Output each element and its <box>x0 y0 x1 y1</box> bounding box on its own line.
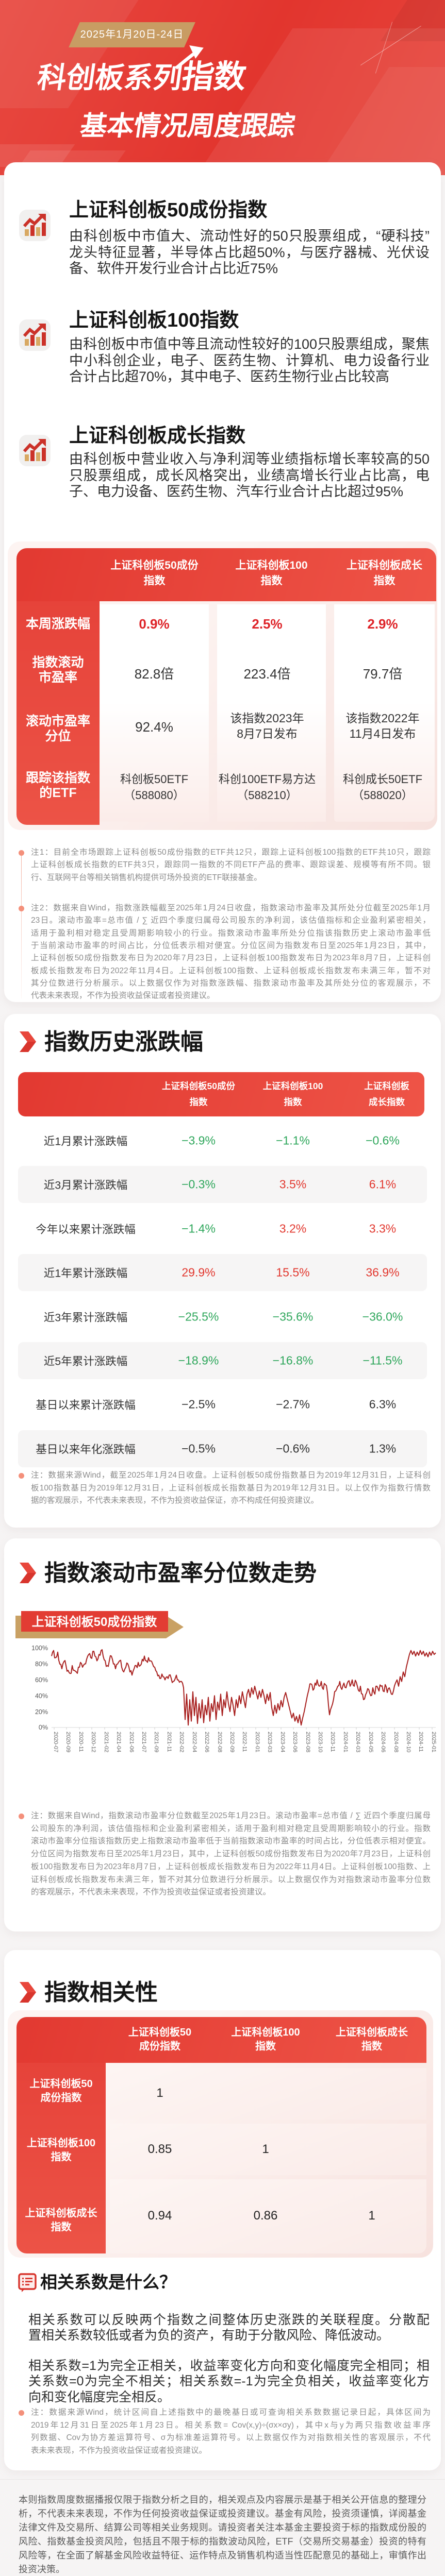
svg-text:2020-11: 2020-11 <box>78 1732 84 1752</box>
svg-text:80%: 80% <box>35 1660 48 1668</box>
svg-text:2024-06: 2024-06 <box>380 1732 386 1752</box>
svg-text:2023-06: 2023-06 <box>292 1732 298 1752</box>
svg-text:20%: 20% <box>35 1708 48 1716</box>
svg-text:2022-09: 2022-09 <box>229 1732 235 1752</box>
svg-text:2022-04: 2022-04 <box>191 1732 197 1752</box>
svg-text:2023-11: 2023-11 <box>329 1732 336 1752</box>
svg-text:2021-07: 2021-07 <box>141 1732 147 1752</box>
svg-text:2022-06: 2022-06 <box>204 1732 210 1752</box>
svg-text:2021-02: 2021-02 <box>103 1732 109 1752</box>
svg-text:2021-04: 2021-04 <box>116 1732 122 1752</box>
svg-text:2021-11: 2021-11 <box>166 1732 172 1752</box>
svg-text:2024-08: 2024-08 <box>393 1732 399 1752</box>
svg-text:2023-08: 2023-08 <box>305 1732 311 1752</box>
svg-text:40%: 40% <box>35 1692 48 1700</box>
svg-text:2024-11: 2024-11 <box>418 1732 424 1752</box>
svg-text:2024-03: 2024-03 <box>355 1732 361 1752</box>
svg-text:2024-05: 2024-05 <box>368 1732 374 1752</box>
svg-text:2023-10: 2023-10 <box>317 1732 323 1752</box>
svg-text:2022-11: 2022-11 <box>241 1732 248 1752</box>
svg-text:2020-12: 2020-12 <box>90 1732 96 1752</box>
svg-text:2023-03: 2023-03 <box>267 1732 273 1752</box>
svg-text:2020-09: 2020-09 <box>65 1732 71 1752</box>
svg-text:2025-01: 2025-01 <box>431 1732 437 1752</box>
svg-text:2023-04: 2023-04 <box>279 1732 286 1752</box>
svg-text:100%: 100% <box>31 1645 48 1652</box>
svg-text:2024-10: 2024-10 <box>405 1732 411 1752</box>
svg-text:上证科创板50成份指数: 上证科创板50成份指数 <box>32 1615 158 1629</box>
svg-text:2024-01: 2024-01 <box>342 1732 349 1752</box>
svg-text:60%: 60% <box>35 1676 48 1684</box>
svg-text:2023-01: 2023-01 <box>254 1732 260 1752</box>
svg-text:2022-02: 2022-02 <box>178 1732 185 1752</box>
svg-text:2021-06: 2021-06 <box>128 1732 135 1752</box>
svg-text:0%: 0% <box>39 1724 48 1731</box>
svg-text:2022-08: 2022-08 <box>217 1732 223 1752</box>
svg-text:2020-07: 2020-07 <box>53 1732 59 1752</box>
svg-text:2021-09: 2021-09 <box>153 1732 159 1752</box>
